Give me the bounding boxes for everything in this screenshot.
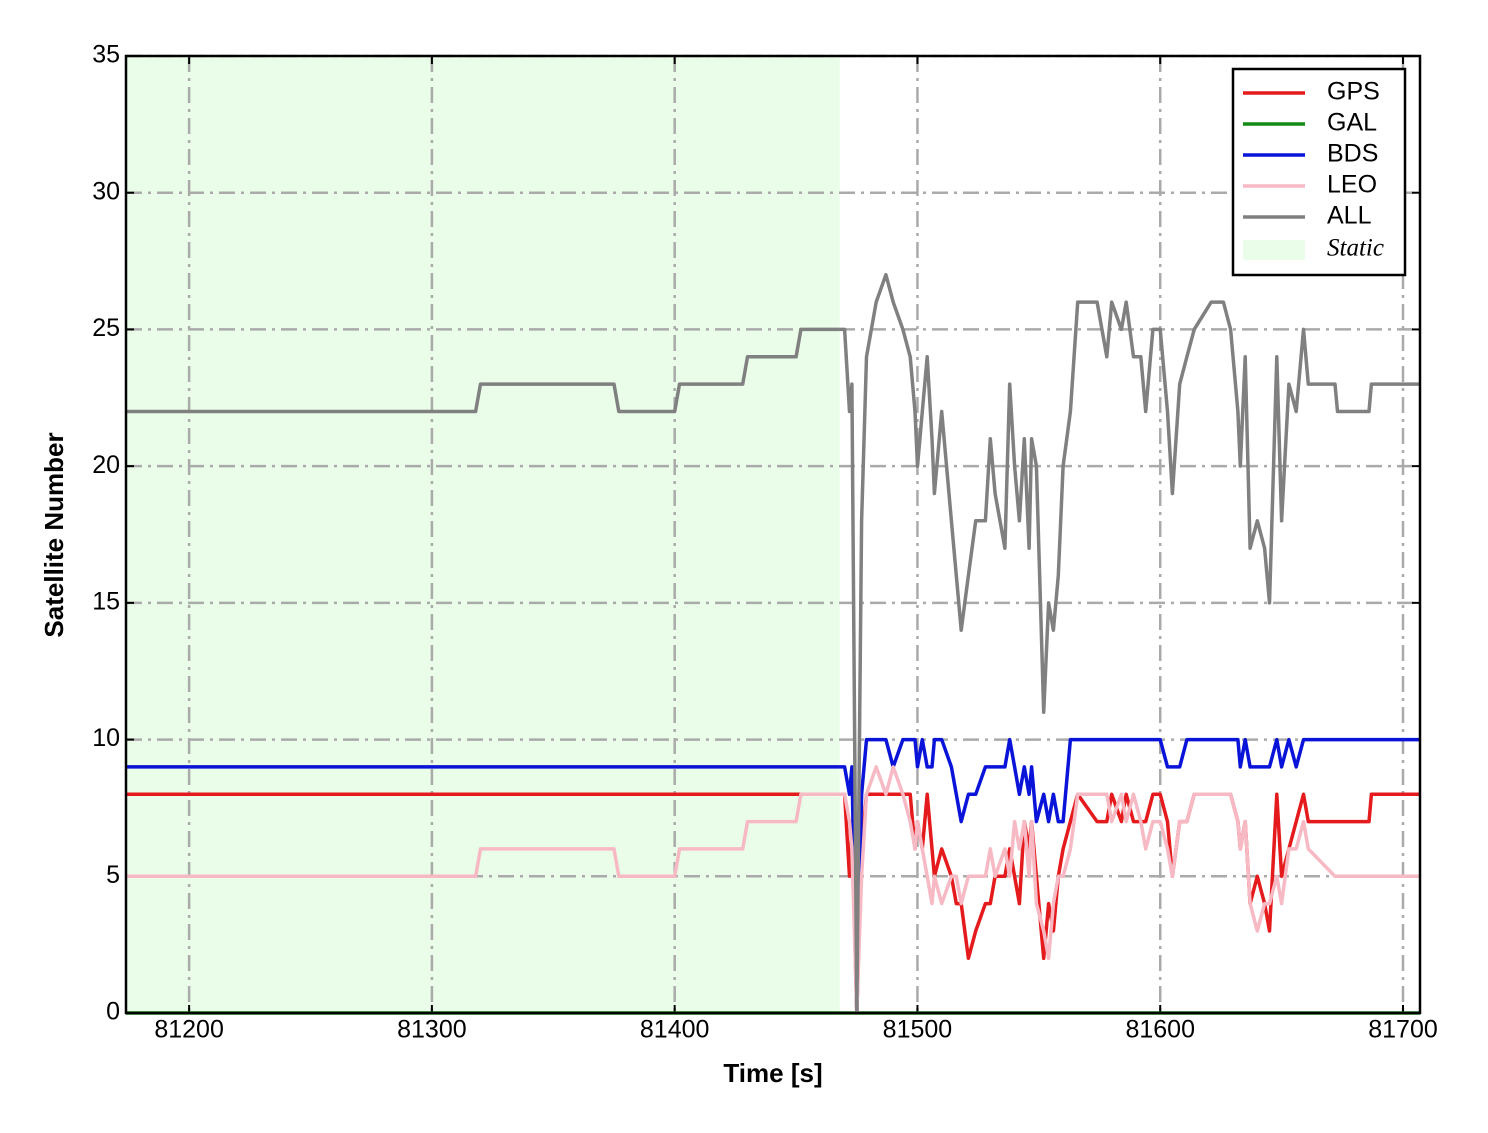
static-span	[126, 56, 840, 1013]
y-tick-label: 0	[106, 998, 120, 1026]
legend-label: BDS	[1327, 140, 1378, 168]
y-tick-label: 10	[92, 724, 120, 752]
x-tick-label: 81700	[1368, 1016, 1438, 1044]
y-tick-label: 20	[92, 451, 120, 479]
y-tick-label: 35	[92, 41, 120, 69]
x-tick-label: 81300	[397, 1016, 467, 1044]
legend-label: Static	[1327, 235, 1384, 262]
x-tick-label: 81500	[883, 1016, 953, 1044]
x-tick-label: 81600	[1125, 1016, 1195, 1044]
legend-label: GPS	[1327, 78, 1380, 106]
series-line	[126, 272, 1420, 1015]
x-axis-label: Time [s]	[723, 1058, 822, 1088]
y-tick-label: 15	[92, 587, 120, 615]
legend-label: GAL	[1327, 109, 1377, 137]
y-tick-label: 5	[106, 861, 120, 889]
legend-swatch	[1243, 240, 1305, 260]
plot-frame	[124, 54, 1422, 1015]
y-tick-label: 25	[92, 314, 120, 342]
y-tick-label: 30	[92, 177, 120, 205]
legend-label: ALL	[1327, 202, 1372, 230]
x-tick-label: 81400	[640, 1016, 710, 1044]
y-axis-label: Satellite Number	[39, 432, 69, 637]
legend-label: LEO	[1327, 171, 1377, 199]
x-tick-label: 81200	[154, 1016, 224, 1044]
